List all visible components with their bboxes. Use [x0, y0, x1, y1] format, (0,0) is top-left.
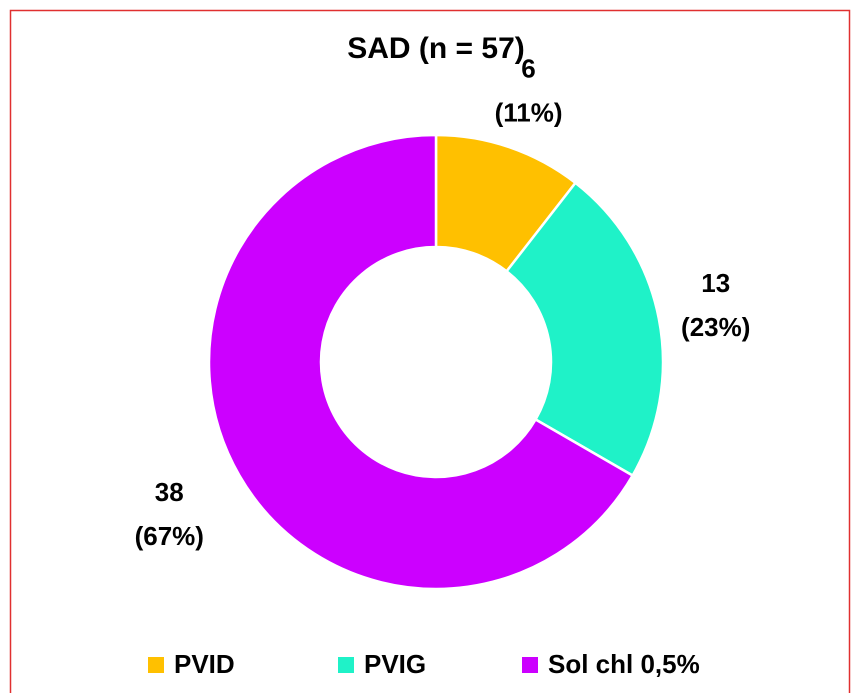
legend-swatch	[338, 657, 354, 673]
donut-slice	[504, 181, 665, 478]
legend-label: Sol chl 0,5%	[548, 649, 700, 679]
data-label: 38	[155, 477, 184, 507]
data-label: 6	[521, 53, 535, 83]
legend-swatch	[148, 657, 164, 673]
data-label: (23%)	[681, 312, 750, 342]
data-label: 13	[701, 268, 730, 298]
data-label: (11%)	[495, 97, 563, 127]
donut-slice	[207, 133, 635, 591]
legend-swatch	[522, 657, 538, 673]
legend-label: PVIG	[364, 649, 426, 679]
chart-title: SAD (n = 57)	[347, 32, 525, 65]
legend-label: PVID	[174, 649, 235, 679]
frame	[9, 9, 851, 693]
data-label: (67%)	[135, 521, 204, 551]
